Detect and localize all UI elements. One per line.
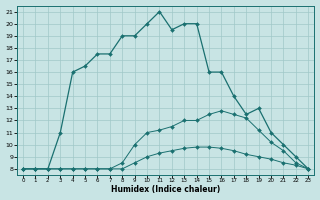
- X-axis label: Humidex (Indice chaleur): Humidex (Indice chaleur): [111, 185, 220, 194]
